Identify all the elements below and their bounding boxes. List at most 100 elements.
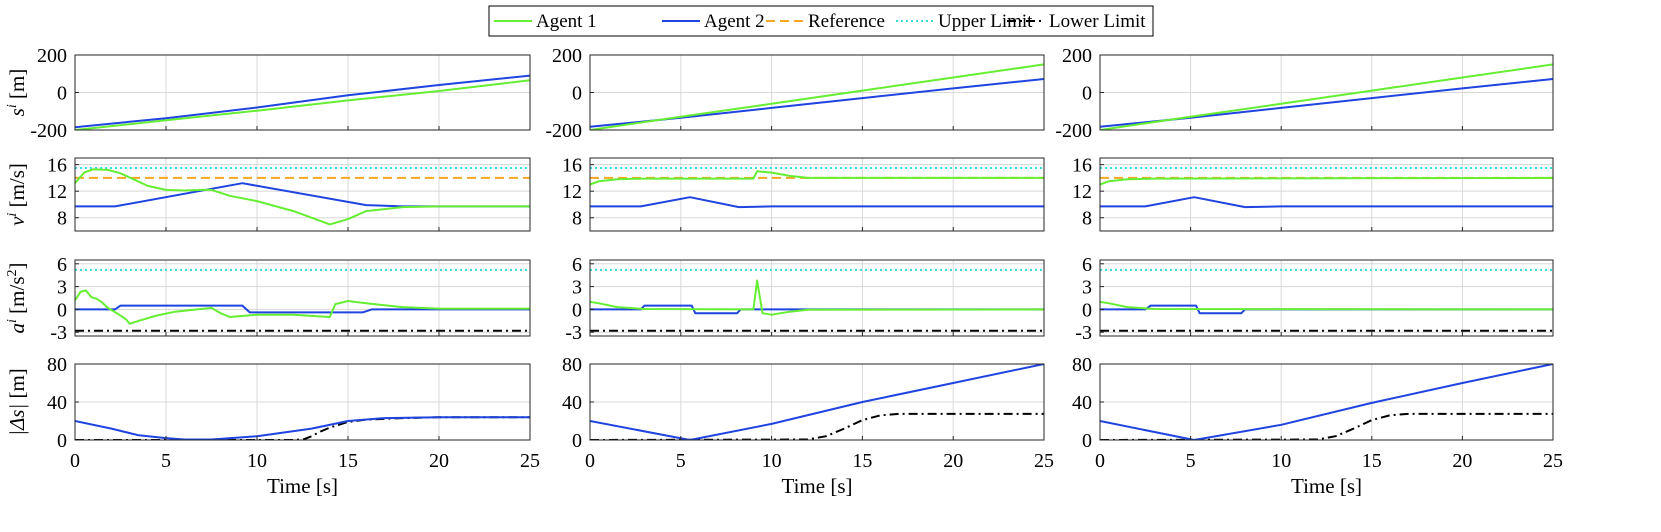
y-axis-label-a: ai [m/s2] [5, 263, 29, 334]
x-tick-label: 25 [1543, 450, 1563, 472]
axes-frame [1099, 157, 1554, 232]
y-tick-label: -200 [545, 120, 582, 142]
y-tick-label: -3 [50, 322, 67, 344]
y-tick-label: 16 [562, 155, 582, 177]
x-tick-label: 5 [676, 450, 686, 472]
legend-label-agent-2: Agent 2 [704, 11, 765, 32]
x-tick-label: 25 [520, 450, 540, 472]
y-label-unit: [m/s] [5, 163, 29, 213]
x-tick-label: 25 [1034, 450, 1054, 472]
legend-label-reference: Reference [808, 11, 885, 32]
y-label-unit-tail: ] [5, 263, 29, 270]
subplot-ds-col2: 0 40 80 0 5 10 15 20 25 Time [s] [562, 354, 1054, 498]
y-tick-label: 6 [572, 254, 582, 276]
y-tick-label: -3 [565, 322, 582, 344]
y-tick-label: 40 [562, 392, 582, 414]
y-label-sup: i [5, 319, 20, 323]
subplot-v-col2: 8 12 16 [562, 155, 1045, 232]
series-group [75, 74, 530, 130]
y-label-unit: [m] [5, 368, 29, 404]
subplot-s-col2: -200 0 200 [545, 45, 1045, 142]
series-agent-1-s-col2 [590, 63, 1044, 130]
series-group [1100, 63, 1553, 130]
axes-frame [1099, 259, 1554, 337]
y-tick-label: 80 [1072, 354, 1092, 376]
axes-frame [74, 259, 531, 337]
x-tick-label: 0 [70, 450, 80, 472]
series-group [75, 416, 530, 440]
series-agent-1-a-col3 [1100, 300, 1553, 311]
legend-label-upper-limit: Upper Limit [938, 11, 1033, 32]
series-group [1100, 268, 1553, 332]
y-label-var: a [5, 323, 29, 334]
y-label-unit: [m] [5, 69, 29, 105]
x-tick-label: 10 [247, 450, 267, 472]
y-tick-label: 0 [572, 83, 582, 105]
y-tick-label: 8 [57, 208, 67, 230]
y-tick-label: 0 [57, 299, 67, 321]
y-tick-label: -200 [30, 120, 67, 142]
y-tick-label: 200 [37, 45, 67, 67]
y-tick-label: 0 [57, 430, 67, 452]
series-group [590, 268, 1044, 332]
y-axis-label-ds: |Δs| [m] [5, 368, 29, 436]
y-tick-label: 200 [1062, 45, 1092, 67]
y-axis-label-v: vi [m/s] [5, 163, 29, 226]
y-label-sup: i [5, 213, 20, 217]
subplot-v-col3: 8 12 16 [1072, 155, 1554, 232]
y-tick-label: 3 [57, 277, 67, 299]
series-agent-1-s-col3 [1100, 63, 1553, 130]
y-tick-label: 80 [47, 354, 67, 376]
subplot-s-col3: -200 0 200 [1055, 45, 1554, 142]
y-tick-label: -3 [1075, 322, 1092, 344]
y-tick-label: 16 [1072, 155, 1092, 177]
y-tick-label: 12 [47, 181, 67, 203]
axes-frame [589, 157, 1045, 232]
series-agent-1-v-col1 [75, 168, 530, 226]
series-agent-2-a-col1 [75, 304, 530, 314]
y-tick-label: 6 [57, 254, 67, 276]
y-label-sup: i [5, 104, 20, 108]
y-label-unit: [m/s [5, 277, 29, 320]
y-tick-label: 40 [1072, 392, 1092, 414]
series-group [75, 268, 530, 332]
y-tick-label: 0 [1082, 83, 1092, 105]
y-label-var: |Δs| [5, 404, 29, 436]
legend-label-agent-1: Agent 1 [536, 11, 597, 32]
y-label-unit-sup: 2 [5, 270, 20, 277]
y-tick-label: 0 [572, 299, 582, 321]
series-agent-1-a-col2 [590, 279, 1044, 316]
subplot-ds-col1: 0 40 80 0 5 10 15 20 25 Time [s] |Δs| [m] [5, 354, 540, 498]
y-tick-label: -200 [1055, 120, 1092, 142]
x-axis-label: Time [s] [267, 474, 338, 498]
legend: Agent 1 Agent 2 Reference Upper Limit Lower … [488, 5, 1154, 37]
x-tick-label: 15 [1362, 450, 1382, 472]
x-tick-label: 10 [762, 450, 782, 472]
series-group [1100, 167, 1553, 209]
x-tick-label: 0 [1095, 450, 1105, 472]
x-axis-label: Time [s] [1291, 474, 1362, 498]
series-group [590, 167, 1044, 209]
series-agent-2-ds-col3 [1100, 364, 1553, 440]
x-tick-label: 20 [429, 450, 449, 472]
series-agent-2-v-col3 [1100, 196, 1553, 209]
y-tick-label: 200 [552, 45, 582, 67]
series-group [590, 364, 1044, 440]
y-tick-label: 3 [1082, 277, 1092, 299]
legend-box [488, 5, 1154, 37]
x-tick-label: 20 [943, 450, 963, 472]
x-axis-label: Time [s] [782, 474, 853, 498]
y-tick-label: 40 [47, 392, 67, 414]
series-agent-1-a-col1 [75, 289, 530, 325]
subplot-v-col1: 8 12 16 vi [m/s] [5, 155, 531, 232]
series-group [1100, 364, 1553, 440]
series-lower-limit-ds-col2 [590, 412, 1044, 440]
subplot-ds-col3: 0 40 80 0 5 10 15 20 25 Time [s] [1072, 354, 1563, 498]
series-agent-1-s-col1 [75, 79, 530, 130]
y-tick-label: 12 [562, 181, 582, 203]
